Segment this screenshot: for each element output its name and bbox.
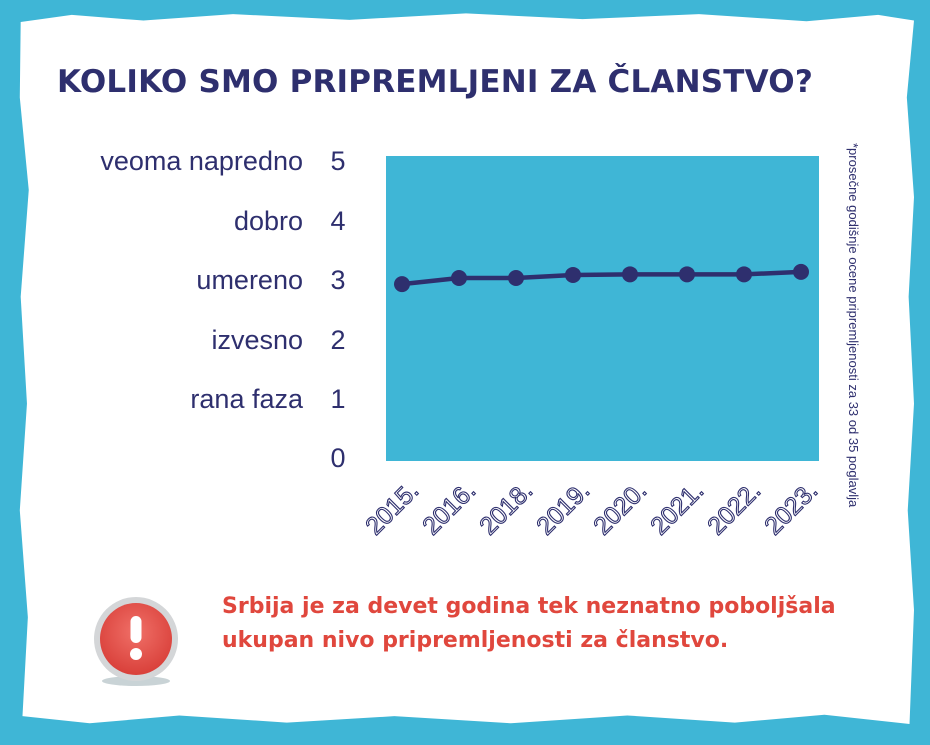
y-tick-label-5: 5	[330, 146, 346, 176]
x-tick-label-2016: 2016.	[417, 476, 481, 540]
alert-message: Srbija je za devet godina tek neznatno p…	[222, 594, 836, 653]
x-tick-label-2018: 2018.	[474, 476, 538, 540]
x-tick-label-2015: 2015.	[360, 476, 424, 540]
data-point-2015	[394, 276, 410, 293]
y-tick-label-1: 1	[330, 384, 346, 414]
data-point-2021	[679, 266, 695, 283]
x-tick-label-2022: 2022.	[702, 476, 766, 540]
y-tick-label-3: 3	[330, 265, 346, 295]
x-tick-labels: 2015.2016.2018.2019.2020.2021.2022.2023.	[360, 476, 824, 541]
plot-area	[386, 156, 819, 461]
x-tick-label-2020: 2020.	[588, 476, 652, 540]
y-tick-label-0: 0	[330, 443, 346, 473]
x-tick-label-2019: 2019.	[531, 476, 595, 540]
data-point-2019	[565, 266, 581, 283]
level-label-veoma-napredno: veoma napredno	[100, 146, 303, 176]
x-tick-label-2021: 2021.	[645, 476, 709, 540]
data-point-2022	[736, 266, 752, 283]
level-label-rana-faza: rana faza	[190, 384, 303, 414]
level-label-dobro: dobro	[233, 206, 303, 236]
exclamation-icon	[94, 597, 178, 686]
data-point-2023	[793, 263, 809, 280]
data-point-2020	[622, 266, 638, 283]
data-point-2018	[508, 270, 524, 286]
level-label-izvesno: izvesno	[211, 325, 303, 355]
page-title: KOLIKO SMO PRIPREMLJENI ZA ČLANSTVO?	[57, 64, 813, 100]
x-tick-label-2023: 2023.	[759, 476, 823, 540]
y-tick-label-4: 4	[330, 206, 346, 236]
level-label-umereno: umereno	[196, 265, 303, 295]
data-point-2016	[451, 270, 467, 286]
footnote: *prosečne godišnje ocene pripremljenosti…	[846, 143, 861, 508]
series-line	[401, 269, 802, 287]
y-tick-label-2: 2	[330, 325, 346, 355]
series-layer	[394, 263, 809, 293]
